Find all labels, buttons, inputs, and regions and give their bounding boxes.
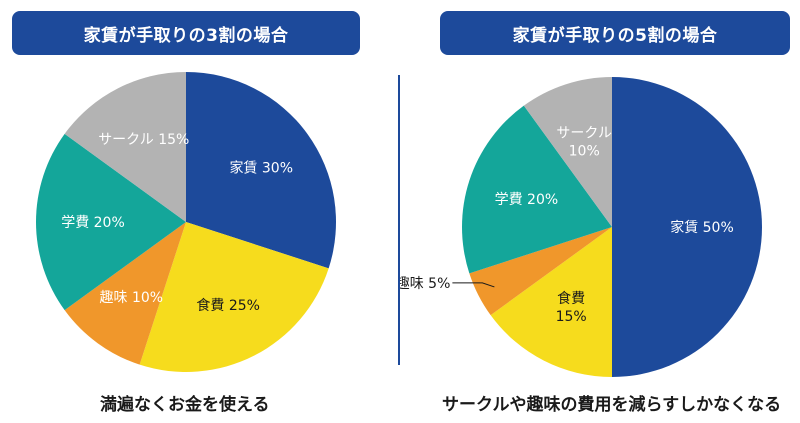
pie-slice-0-3 xyxy=(36,133,187,311)
right-panel: 家賃が手取りの5割の場合 家賃 50% 食費 15% 趣味 5% 学費 20% サークル 1… xyxy=(400,0,800,423)
pie-chart-50: 家賃 50% 食費 15% 趣味 5% 学費 20% サークル 10% xyxy=(400,77,762,377)
pie-slice-1-4 xyxy=(523,77,612,227)
slice-label-0-3: 学費 20% xyxy=(61,215,125,231)
pie-slice-1-0 xyxy=(612,77,762,377)
slice-label-0-1: 食費 25% xyxy=(196,297,260,314)
pie-slice-0-4 xyxy=(64,72,186,222)
slice-label-1-4: サークル 10% xyxy=(556,125,612,159)
slice-label-1-3: 学費 20% xyxy=(495,192,559,208)
pie-slice-0-2 xyxy=(64,222,186,365)
slice-label-1-1: 食費 15% xyxy=(556,290,587,325)
pie-slice-1-1 xyxy=(490,227,612,377)
leader-line-1-2 xyxy=(452,282,495,288)
slice-label-0-0: 家賃 30% xyxy=(229,159,293,176)
slice-label-1-2: 趣味 5% xyxy=(400,276,450,292)
chart-title-50: 家賃が手取りの5割の場合 xyxy=(440,11,790,55)
pie-slice-0-0 xyxy=(186,72,336,269)
slice-label-0-2: 趣味 10% xyxy=(100,290,164,306)
caption-50: サークルや趣味の費用を減らすしかなくなる xyxy=(442,395,782,415)
pie-slice-1-2 xyxy=(469,227,612,316)
slice-label-1-0: 家賃 50% xyxy=(670,219,734,236)
divider xyxy=(398,75,400,365)
pie-slice-0-1 xyxy=(139,222,329,372)
caption-30: 満遍なくお金を使える xyxy=(100,395,270,415)
pie-slice-1-3 xyxy=(462,105,612,274)
slice-label-0-4: サークル 15% xyxy=(98,132,189,148)
pie-chart-30: 家賃 30% 食費 25% 趣味 10% 学費 20% サークル 15% xyxy=(36,72,336,372)
chart-title-30: 家賃が手取りの3割の場合 xyxy=(12,11,360,55)
left-panel: 家賃が手取りの3割の場合 家賃 30% 食費 25% 趣味 10% 学費 20% サーク… xyxy=(12,11,360,415)
